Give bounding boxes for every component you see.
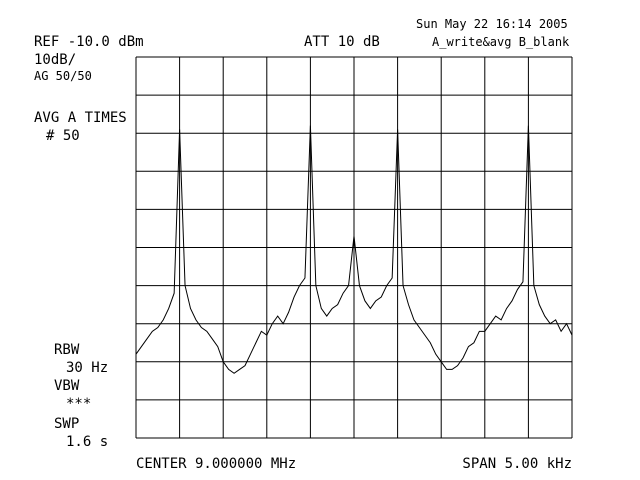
swp-label: SWP xyxy=(54,416,79,432)
span: SPAN 5.00 kHz xyxy=(462,456,572,472)
rbw-value: 30 Hz xyxy=(66,360,108,376)
scale: 10dB/ xyxy=(34,52,76,68)
rbw-label: RBW xyxy=(54,342,80,358)
avg-label: AVG A TIMES xyxy=(34,110,127,126)
attenuation: ATT 10 dB xyxy=(304,34,380,50)
avg-count: # 50 xyxy=(46,128,80,144)
trace xyxy=(135,125,573,374)
trace-mode: A_write&avg B_blank xyxy=(432,35,570,49)
vbw-value: *** xyxy=(66,396,91,412)
averaging: AG 50/50 xyxy=(34,69,92,83)
reference-level: REF -10.0 dBm xyxy=(34,34,144,50)
swp-value: 1.6 s xyxy=(66,434,108,450)
timestamp: Sun May 22 16:14 2005 xyxy=(416,17,568,31)
center-frequency: CENTER 9.000000 MHz xyxy=(136,456,296,472)
vbw-label: VBW xyxy=(54,378,80,394)
